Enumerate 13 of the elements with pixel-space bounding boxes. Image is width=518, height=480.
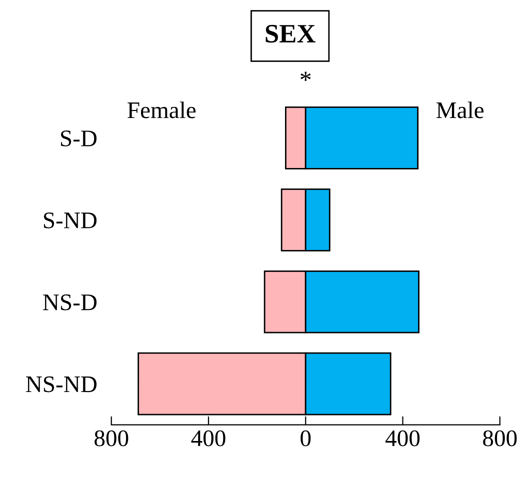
- y-tick-label: S-ND: [44, 212, 97, 228]
- x-tick-label: 400: [386, 430, 420, 446]
- chart-title: SEX: [266, 24, 316, 43]
- y-tick-label: NS-D: [43, 294, 97, 310]
- series-label: Male: [436, 102, 484, 118]
- text: *: [300, 72, 311, 81]
- y-tick-label: NS-ND: [26, 376, 97, 392]
- x-tick-label: 800: [94, 430, 128, 446]
- y-tick-label: S-D: [61, 130, 97, 146]
- text: Female: [128, 102, 196, 118]
- x-tick-label: 400: [191, 430, 226, 446]
- x-tick-label: 0: [300, 430, 311, 446]
- x-tick-label: 800: [483, 430, 517, 446]
